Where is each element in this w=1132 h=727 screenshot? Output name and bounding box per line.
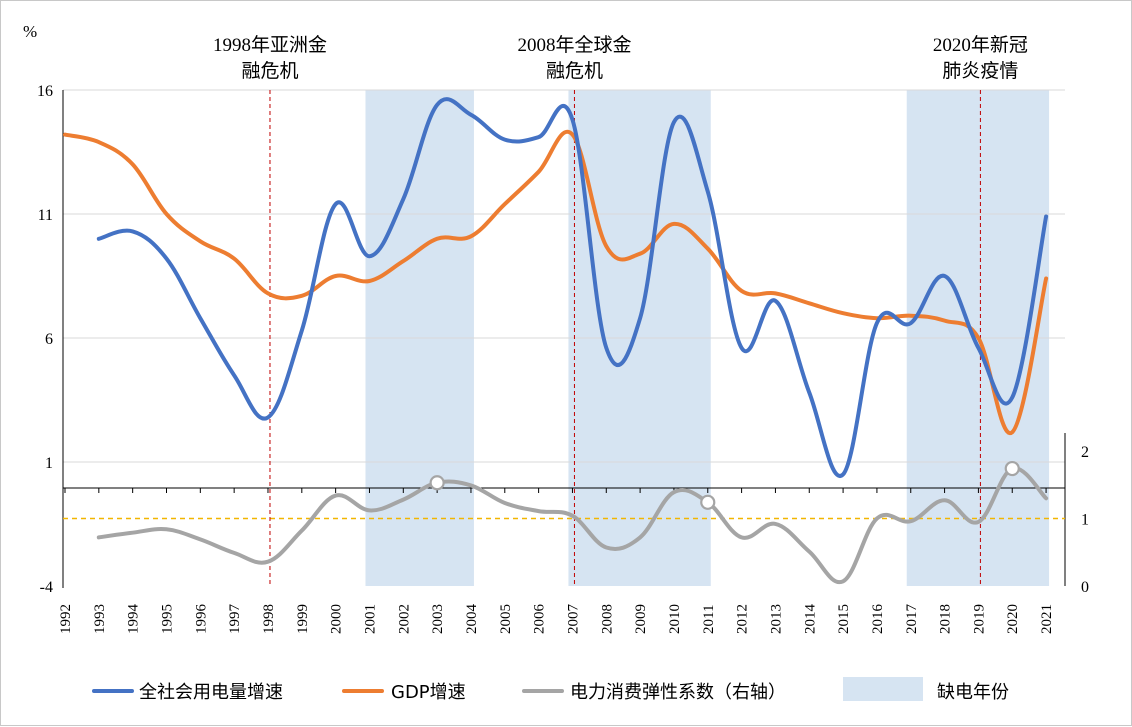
highlight-marker-2 (700, 494, 716, 510)
x-tick-label-2003: 2003 (430, 604, 446, 634)
legend-label-4: 缺电年份 (937, 682, 1009, 703)
legend-label-2: GDP增速 (391, 682, 466, 703)
x-tick-label-2011: 2011 (701, 605, 717, 634)
x-tick-label-2016: 2016 (870, 604, 886, 635)
x-tick-label-2012: 2012 (735, 604, 751, 634)
x-tick-label-2015: 2015 (836, 604, 852, 634)
x-tick-label-2000: 2000 (329, 604, 345, 634)
x-tick-label-2007: 2007 (565, 604, 581, 635)
event-label-2-line-2: 融危机 (546, 60, 603, 82)
x-tick-label-2004: 2004 (464, 604, 480, 635)
x-tick-label-2005: 2005 (498, 604, 514, 634)
left-tick-label--4: -4 (40, 579, 53, 596)
x-tick-label-1994: 1994 (126, 604, 142, 635)
left-tick-label-16: 16 (37, 83, 53, 100)
x-tick-label-2019: 2019 (971, 604, 987, 634)
x-tick-label-2014: 2014 (802, 604, 818, 635)
x-tick-label-2020: 2020 (1005, 604, 1021, 634)
series-line-3 (96, 466, 1049, 585)
event-label-3-line-1: 2020年新冠 (933, 34, 1028, 56)
left-tick-label-11: 11 (38, 207, 53, 224)
event-label-2-line-1: 2008年全球金 (517, 34, 631, 56)
highlight-marker-3 (1004, 460, 1020, 477)
event-label-1-line-2: 融危机 (241, 60, 298, 82)
highlight-marker-1 (429, 475, 445, 491)
x-tick-label-1999: 1999 (295, 604, 311, 634)
x-tick-label-2010: 2010 (667, 604, 683, 634)
x-tick-label-1996: 1996 (193, 604, 209, 635)
x-tick-label-1993: 1993 (92, 604, 108, 634)
legend-label-1: 全社会用电量增速 (139, 682, 283, 703)
x-tick-label-1995: 1995 (159, 604, 175, 634)
event-label-3-line-2: 肺炎疫情 (942, 60, 1018, 82)
right-tick-label-1: 1 (1081, 512, 1089, 529)
series-line-1 (96, 97, 1049, 479)
x-tick-label-2021: 2021 (1039, 604, 1055, 634)
x-tick-label-2018: 2018 (938, 604, 954, 634)
right-tick-label-2: 2 (1081, 444, 1089, 461)
left-tick-label-1: 1 (45, 455, 53, 472)
x-tick-label-2002: 2002 (396, 604, 412, 634)
series-line-2 (63, 129, 1049, 435)
legend-swatch-4 (843, 677, 923, 701)
x-tick-label-2009: 2009 (633, 604, 649, 634)
legend-label-3: 电力消费弹性系数（右轴） (570, 682, 786, 703)
x-tick-label-2006: 2006 (532, 604, 548, 635)
x-tick-label-2017: 2017 (904, 604, 920, 635)
x-tick-label-2008: 2008 (599, 604, 615, 634)
x-tick-label-1998: 1998 (261, 604, 277, 634)
left-axis-unit: % (23, 22, 37, 41)
x-tick-label-2001: 2001 (362, 604, 378, 634)
x-tick-label-1992: 1992 (58, 604, 74, 634)
right-tick-label-0: 0 (1081, 579, 1089, 596)
x-tick-label-2013: 2013 (768, 604, 784, 634)
x-tick-label-1997: 1997 (227, 604, 243, 635)
event-label-1-line-1: 1998年亚洲金 (213, 34, 327, 56)
left-tick-label-6: 6 (45, 331, 53, 348)
